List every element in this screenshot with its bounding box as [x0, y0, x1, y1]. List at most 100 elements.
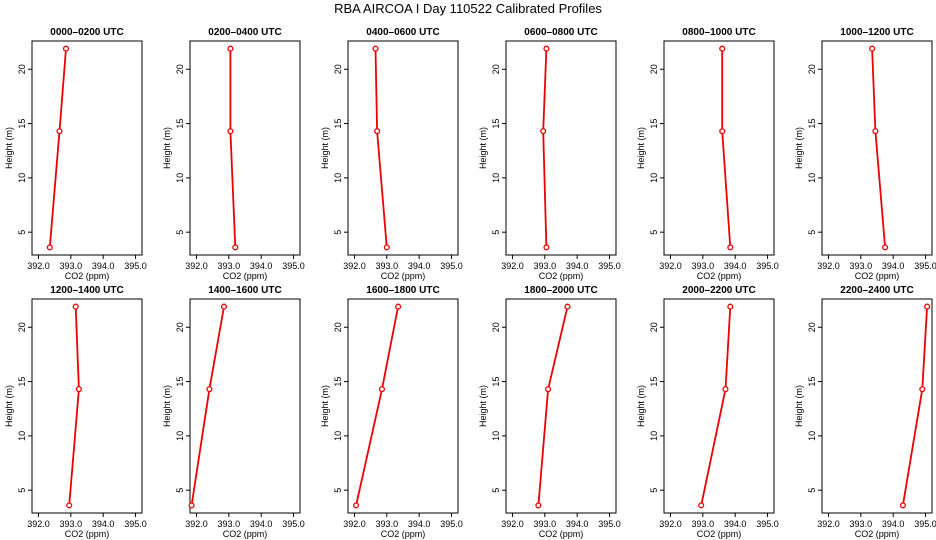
plot-frame [189, 40, 301, 256]
x-tick-label: 394.0 [92, 519, 115, 529]
data-point [353, 502, 360, 509]
x-tick-label: 393.0 [218, 519, 241, 529]
x-tick-label: 393.0 [692, 519, 715, 529]
plot-frame [821, 298, 933, 514]
panel-8: 1400–1600 UTC 392.0 393.0 394.0 395.0 CO2 (pp… [162, 285, 305, 539]
x-tick-label: 394.0 [724, 519, 747, 529]
x-tick-label: 395.0 [598, 261, 621, 271]
panel-title: 1600–1800 UTC [366, 285, 439, 296]
plot-frame [821, 40, 933, 256]
profile-line [355, 306, 399, 506]
y-tick-label: 15 [17, 119, 27, 129]
panel-title: 0800–1000 UTC [682, 27, 755, 38]
y-tick-label: 20 [807, 322, 817, 332]
panel-1: 0000–0200 UTC 392.0 393.0 394.0 395.0 CO2 (pp… [4, 27, 147, 281]
x-tick-label: 395.0 [914, 261, 936, 271]
x-tick-label: 392.0 [27, 519, 50, 529]
x-tick-label: 395.0 [124, 261, 147, 271]
y-tick-label: 15 [175, 377, 185, 387]
plot-frame [31, 298, 143, 514]
x-axis-label: CO2 (ppm) [381, 271, 426, 281]
y-tick-label: 20 [17, 322, 27, 332]
y-tick-label: 20 [649, 64, 659, 74]
x-tick-label: 393.0 [692, 261, 715, 271]
x-tick-label: 392.0 [659, 261, 682, 271]
x-axis-label: CO2 (ppm) [855, 529, 900, 539]
y-tick-label: 20 [175, 322, 185, 332]
x-tick-label: 394.0 [566, 261, 589, 271]
x-axis-label: CO2 (ppm) [697, 271, 742, 281]
y-tick-label: 15 [807, 119, 817, 129]
x-tick-label: 393.0 [376, 519, 399, 529]
x-tick-label: 393.0 [60, 261, 83, 271]
plot-frame [189, 298, 301, 514]
x-tick-label: 395.0 [282, 261, 305, 271]
panel-12: 2200–2400 UTC 392.0 393.0 394.0 395.0 CO2 (pp… [794, 285, 936, 539]
y-tick-label: 5 [491, 488, 501, 493]
x-tick-label: 394.0 [408, 519, 431, 529]
y-axis-label: Height (m) [4, 127, 14, 169]
y-tick-label: 20 [491, 64, 501, 74]
y-tick-label: 15 [649, 377, 659, 387]
y-tick-label: 20 [17, 64, 27, 74]
x-tick-label: 394.0 [250, 261, 273, 271]
data-point [727, 303, 734, 310]
data-point [899, 502, 906, 509]
y-tick-label: 20 [333, 64, 343, 74]
panel-6: 1000–1200 UTC 392.0 393.0 394.0 395.0 CO2 (pp… [794, 27, 936, 281]
y-axis-label: Height (m) [794, 385, 804, 427]
y-tick-label: 5 [491, 230, 501, 235]
x-axis-label: CO2 (ppm) [539, 271, 584, 281]
x-tick-label: 395.0 [124, 519, 147, 529]
panel-5: 0800–1000 UTC 392.0 393.0 394.0 395.0 CO2 (pp… [636, 27, 779, 281]
y-tick-label: 20 [175, 64, 185, 74]
x-tick-label: 393.0 [850, 519, 873, 529]
data-point [62, 45, 70, 52]
data-point [227, 45, 234, 52]
x-axis-label: CO2 (ppm) [697, 529, 742, 539]
y-axis-label: Height (m) [4, 385, 14, 427]
y-tick-label: 15 [491, 119, 501, 129]
y-tick-label: 10 [649, 173, 659, 183]
y-tick-label: 5 [175, 230, 185, 235]
data-point [924, 303, 931, 310]
x-tick-label: 393.0 [534, 519, 557, 529]
y-tick-label: 10 [649, 431, 659, 441]
data-point [540, 128, 547, 135]
x-axis-label: CO2 (ppm) [381, 529, 426, 539]
figure-title: RBA AIRCOA I Day 110522 Calibrated Profi… [334, 1, 602, 16]
x-tick-label: 394.0 [408, 261, 431, 271]
y-tick-label: 15 [649, 119, 659, 129]
panel-title: 1200–1400 UTC [50, 285, 123, 296]
x-tick-label: 394.0 [566, 519, 589, 529]
plot-frame [505, 298, 617, 514]
data-point [535, 502, 542, 509]
y-axis-label: Height (m) [162, 385, 172, 427]
profile-line [68, 306, 80, 506]
x-tick-label: 392.0 [817, 261, 840, 271]
plot-frame [31, 40, 143, 256]
y-tick-label: 10 [175, 173, 185, 183]
y-tick-label: 10 [333, 431, 343, 441]
y-tick-label: 5 [333, 230, 343, 235]
x-tick-label: 392.0 [185, 519, 208, 529]
y-tick-label: 10 [333, 173, 343, 183]
y-axis-label: Height (m) [636, 385, 646, 427]
x-tick-label: 393.0 [534, 261, 557, 271]
x-tick-label: 395.0 [440, 261, 463, 271]
y-tick-label: 10 [807, 431, 817, 441]
x-tick-label: 393.0 [60, 519, 83, 529]
x-tick-label: 392.0 [185, 261, 208, 271]
data-point [719, 45, 726, 52]
data-point [227, 128, 234, 135]
y-tick-label: 5 [175, 488, 185, 493]
panel-10: 1800–2000 UTC 392.0 393.0 394.0 395.0 CO2 (pp… [478, 285, 621, 539]
y-axis-label: Height (m) [320, 127, 330, 169]
x-tick-label: 392.0 [343, 519, 366, 529]
y-tick-label: 20 [491, 322, 501, 332]
y-tick-label: 5 [17, 230, 27, 235]
data-point [543, 45, 550, 52]
x-tick-label: 395.0 [914, 519, 936, 529]
y-tick-label: 5 [649, 230, 659, 235]
